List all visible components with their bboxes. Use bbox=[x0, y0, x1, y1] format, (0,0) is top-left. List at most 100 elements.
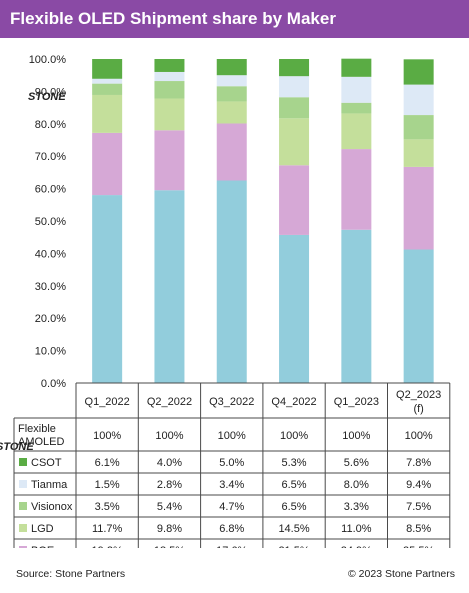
bar-segment-csot bbox=[279, 59, 310, 77]
bar-segment-visionox bbox=[216, 86, 247, 102]
x-tick-label: Q3_2022 bbox=[209, 396, 254, 408]
bar-segment-lgd bbox=[154, 98, 185, 131]
data-label: 24.9% bbox=[341, 545, 372, 548]
data-label: 4.7% bbox=[219, 501, 244, 513]
x-tick-label: Q1_2022 bbox=[85, 396, 130, 408]
bar-segment-boe bbox=[341, 149, 372, 230]
legend-label-csot: CSOT bbox=[31, 457, 62, 469]
bar-segment-tianma bbox=[92, 78, 123, 84]
data-label: 5.4% bbox=[157, 501, 182, 513]
bar-segment-lgd bbox=[216, 101, 247, 124]
x-tick-label-suffix: (f) bbox=[413, 403, 423, 415]
bar-segment-visionox bbox=[341, 102, 372, 114]
data-label: 3.4% bbox=[219, 479, 244, 491]
page-title: Flexible OLED Shipment share by Maker bbox=[10, 9, 336, 28]
copyright-note: © 2023 Stone Partners bbox=[348, 568, 455, 580]
bar-segment-sdc bbox=[216, 180, 247, 383]
bar-segment-boe bbox=[403, 166, 434, 250]
bar-segment-csot bbox=[154, 59, 185, 72]
bar-segment-lgd bbox=[279, 118, 310, 166]
legend-label-lgd: LGD bbox=[31, 523, 54, 535]
data-label: 6.8% bbox=[219, 523, 244, 535]
data-label: 3.3% bbox=[344, 501, 369, 513]
total-row-label-2: AMOLED bbox=[18, 436, 65, 448]
total-value: 100% bbox=[405, 430, 433, 442]
data-label: 6.5% bbox=[282, 501, 307, 513]
data-label: 6.5% bbox=[282, 479, 307, 491]
total-value: 100% bbox=[342, 430, 370, 442]
data-label: 14.5% bbox=[278, 523, 309, 535]
data-label: 4.0% bbox=[157, 457, 182, 469]
legend-label-visionox: Visionox bbox=[31, 501, 73, 513]
bars bbox=[92, 58, 434, 383]
bar-segment-csot bbox=[216, 59, 247, 76]
data-label: 11.7% bbox=[92, 523, 123, 535]
y-tick-label: 0.0% bbox=[41, 378, 66, 390]
y-axis: 0.0% 10.0% 20.0% 30.0% 40.0% 50.0% 60.0% 70.0% 8… bbox=[29, 54, 67, 390]
total-value: 100% bbox=[218, 430, 246, 442]
y-tick-label: 30.0% bbox=[35, 281, 66, 293]
legend-swatch-visionox bbox=[19, 502, 27, 510]
data-label: 5.6% bbox=[344, 457, 369, 469]
bar-segment-tianma bbox=[403, 84, 434, 116]
bar-segment-lgd bbox=[92, 94, 123, 133]
data-label: 2.8% bbox=[157, 479, 182, 491]
legend-swatch-lgd bbox=[19, 524, 27, 532]
total-value: 100% bbox=[155, 430, 183, 442]
data-label: 1.5% bbox=[95, 479, 120, 491]
x-tick-label: Q1_2023 bbox=[334, 396, 379, 408]
bar-segment-tianma bbox=[154, 71, 185, 82]
y-tick-label: 60.0% bbox=[35, 184, 66, 196]
bar-segment-tianma bbox=[341, 76, 372, 103]
y-tick-label: 50.0% bbox=[35, 216, 66, 228]
bar-segment-sdc bbox=[279, 234, 310, 383]
total-value: 100% bbox=[93, 430, 121, 442]
data-label: 11.0% bbox=[341, 523, 372, 535]
total-row-label: Flexible bbox=[18, 423, 56, 435]
bar-segment-csot bbox=[341, 58, 372, 77]
bar-segment-visionox bbox=[154, 81, 185, 99]
bar-segment-sdc bbox=[403, 249, 434, 383]
watermark-text-bottom: STONE bbox=[0, 441, 34, 453]
data-table: Q1_2022 Q2_2022 Q3_2022 Q4_2022 Q1_2023 Q2_20… bbox=[13, 382, 451, 548]
y-tick-label: 70.0% bbox=[35, 151, 66, 163]
data-label: 8.0% bbox=[344, 479, 369, 491]
data-label: 5.0% bbox=[219, 457, 244, 469]
watermark: STONE STONE bbox=[0, 91, 66, 453]
y-tick-label: 100.0% bbox=[29, 54, 67, 66]
data-label: 18.5% bbox=[154, 545, 185, 548]
bar-segment-tianma bbox=[279, 76, 310, 98]
legend-label-tianma: Tianma bbox=[31, 479, 68, 491]
x-tick-label: Q4_2022 bbox=[271, 396, 316, 408]
bar-segment-lgd bbox=[341, 113, 372, 150]
data-label: 9.4% bbox=[406, 479, 431, 491]
data-label: 7.8% bbox=[406, 457, 431, 469]
bar-segment-visionox bbox=[403, 115, 434, 140]
bar-segment-visionox bbox=[279, 97, 310, 119]
y-tick-label: 90.0% bbox=[35, 86, 66, 98]
bar-segment-sdc bbox=[341, 229, 372, 383]
watermark-text-top: STONE bbox=[28, 91, 66, 103]
bar-segment-visionox bbox=[92, 83, 123, 95]
x-tick-label: Q2_2023 bbox=[396, 389, 441, 401]
bar-segment-boe bbox=[279, 165, 310, 235]
title-bar: Flexible OLED Shipment share by Maker bbox=[0, 0, 469, 38]
bar-segment-sdc bbox=[154, 190, 185, 383]
data-label: 19.2% bbox=[92, 545, 123, 548]
data-label: 5.3% bbox=[282, 457, 307, 469]
y-tick-label: 10.0% bbox=[35, 346, 66, 358]
legend-swatch-csot bbox=[19, 458, 27, 466]
bar-segment-tianma bbox=[216, 75, 247, 87]
data-label: 8.5% bbox=[406, 523, 431, 535]
legend-swatch-boe bbox=[19, 546, 27, 548]
data-label: 21.5% bbox=[278, 545, 309, 548]
x-tick-label: Q2_2022 bbox=[147, 396, 192, 408]
bar-segment-lgd bbox=[403, 139, 434, 167]
data-label: 7.5% bbox=[406, 501, 431, 513]
data-label: 25.5% bbox=[403, 545, 434, 548]
data-label: 9.8% bbox=[157, 523, 182, 535]
bar-segment-boe bbox=[92, 132, 123, 196]
bar-segment-csot bbox=[403, 59, 434, 85]
bar-segment-boe bbox=[216, 123, 247, 181]
data-label: 6.1% bbox=[95, 457, 120, 469]
